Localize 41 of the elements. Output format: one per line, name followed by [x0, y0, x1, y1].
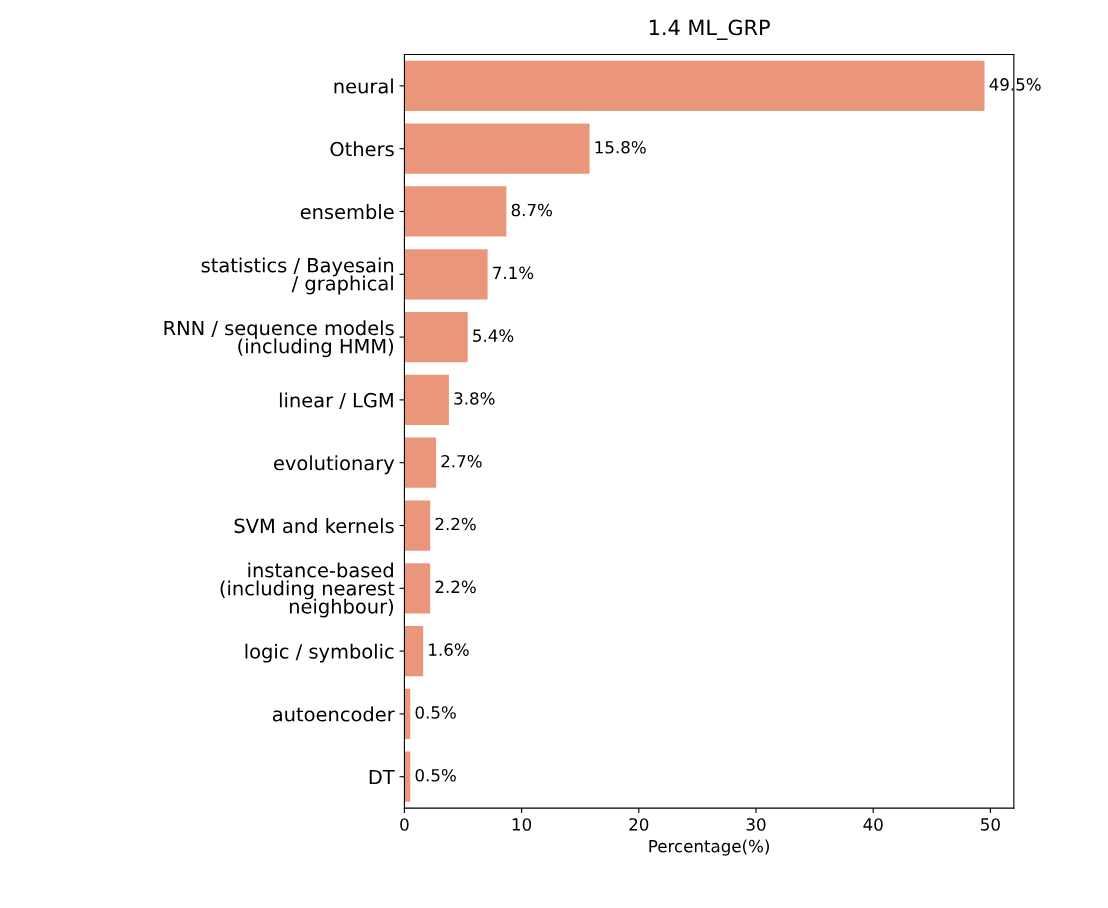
y-tick-label: instance-based (including nearest neighbour) [220, 562, 395, 618]
bar [404, 186, 507, 237]
y-tick-label: ensemble [300, 204, 394, 220]
data-label: 0.5% [415, 768, 456, 782]
bar [404, 249, 488, 300]
bar [404, 123, 590, 174]
data-label: 2.7% [441, 454, 482, 468]
x-axis-title: Percentage(%) [649, 839, 769, 856]
bar [404, 437, 437, 488]
y-tick-label: logic / symbolic [245, 643, 394, 663]
bar [404, 311, 468, 363]
y-tick-label: SVM and kernels [234, 518, 394, 534]
y-tick-label: autoencoder [272, 706, 395, 722]
x-tick-label: 10 [512, 818, 532, 831]
data-label: 3.8% [454, 392, 495, 405]
y-tick-label: Others [330, 141, 394, 157]
data-label: 0.5% [415, 706, 456, 719]
data-label: 15.8% [595, 140, 646, 154]
bar [404, 563, 431, 614]
y-tick-label: linear / LGM [279, 392, 393, 410]
y-tick-label: evolutionary [274, 455, 395, 475]
x-tick-label: 50 [981, 818, 1000, 831]
data-label: 8.7% [511, 203, 552, 217]
chart-title: 1.4 ML_GRP [649, 19, 770, 40]
y-tick-label: DT [369, 769, 395, 785]
data-label: 7.1% [493, 266, 534, 280]
data-label: 2.2% [435, 517, 476, 531]
y-tick-label: neural [334, 78, 393, 94]
y-tick-label: statistics / Bayesain / graphical [201, 257, 394, 295]
x-tick-label: 30 [746, 818, 766, 831]
x-tick-label: 40 [863, 818, 883, 831]
y-tick-label: RNN / sequence models (including HMM) [164, 320, 394, 358]
data-label: 5.4% [473, 329, 514, 342]
data-label: 2.2% [435, 580, 476, 594]
bar [404, 500, 431, 551]
bar [404, 625, 424, 677]
bar [404, 60, 985, 111]
x-tick-label: 20 [629, 818, 649, 831]
x-tick-label: 0 [400, 818, 409, 831]
bar [404, 374, 449, 426]
data-label: 1.6% [429, 643, 469, 656]
